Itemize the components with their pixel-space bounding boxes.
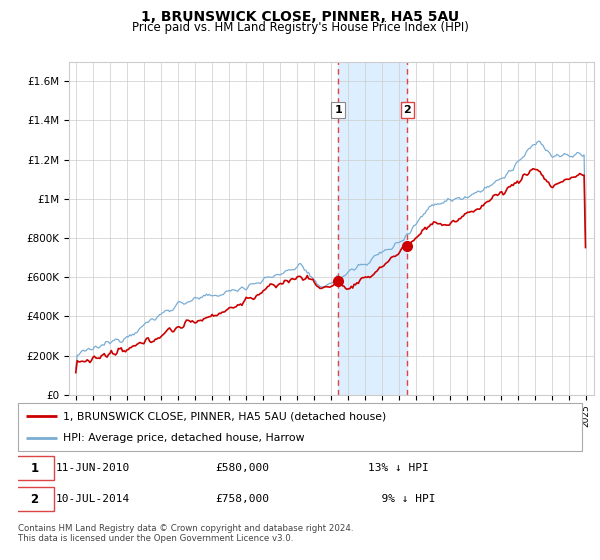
Text: HPI: Average price, detached house, Harrow: HPI: Average price, detached house, Harr… [63, 433, 305, 443]
Text: Contains HM Land Registry data © Crown copyright and database right 2024.
This d: Contains HM Land Registry data © Crown c… [18, 524, 353, 543]
Text: 2: 2 [404, 105, 412, 115]
Text: 1, BRUNSWICK CLOSE, PINNER, HA5 5AU (detached house): 1, BRUNSWICK CLOSE, PINNER, HA5 5AU (det… [63, 411, 386, 421]
Text: 2: 2 [30, 492, 38, 506]
FancyBboxPatch shape [18, 403, 582, 451]
Text: 1: 1 [30, 461, 38, 474]
Text: Price paid vs. HM Land Registry's House Price Index (HPI): Price paid vs. HM Land Registry's House … [131, 21, 469, 34]
FancyBboxPatch shape [15, 487, 53, 511]
FancyBboxPatch shape [15, 456, 53, 480]
Bar [338, 62, 407, 395]
Text: 10-JUL-2014: 10-JUL-2014 [55, 494, 130, 504]
Text: £580,000: £580,000 [215, 463, 269, 473]
Text: 1, BRUNSWICK CLOSE, PINNER, HA5 5AU: 1, BRUNSWICK CLOSE, PINNER, HA5 5AU [141, 10, 459, 24]
Text: 11-JUN-2010: 11-JUN-2010 [55, 463, 130, 473]
Text: £758,000: £758,000 [215, 494, 269, 504]
Text: 1: 1 [334, 105, 342, 115]
Text: 9% ↓ HPI: 9% ↓ HPI [368, 494, 435, 504]
Text: 13% ↓ HPI: 13% ↓ HPI [368, 463, 428, 473]
